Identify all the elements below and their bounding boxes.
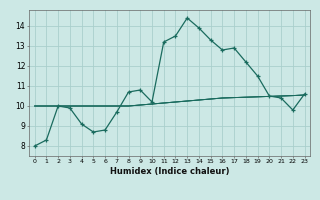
X-axis label: Humidex (Indice chaleur): Humidex (Indice chaleur): [110, 167, 229, 176]
